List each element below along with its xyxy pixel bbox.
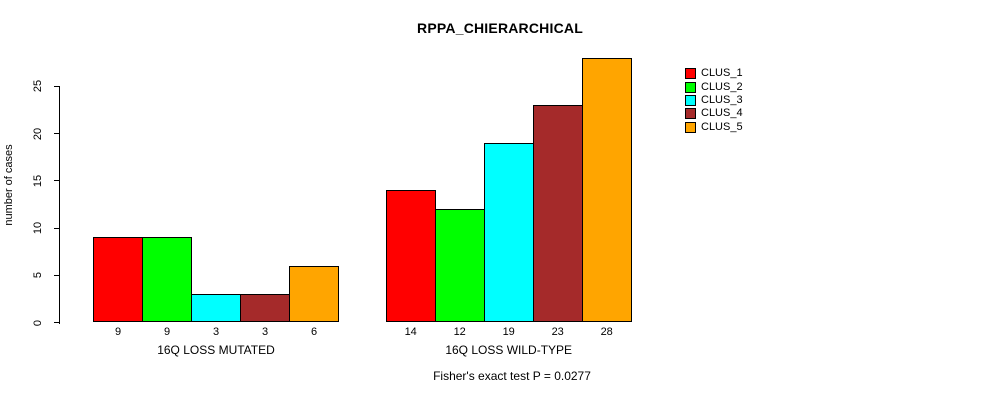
bar-value-label: 6 <box>310 326 318 338</box>
bar <box>385 190 436 323</box>
y-tick-label: 0 <box>32 319 44 326</box>
bar-value-label: 3 <box>261 326 269 338</box>
legend: CLUS_1 CLUS_2 CLUS_3 CLUS_4 CLUS_5 <box>685 67 743 134</box>
legend-swatch <box>685 81 696 93</box>
bar-value-label: 9 <box>163 326 171 338</box>
bar <box>191 294 241 323</box>
legend-label: CLUS_4 <box>701 107 743 120</box>
y-tick <box>54 227 59 229</box>
bar <box>289 265 339 323</box>
bar-value-label: 14 <box>404 326 417 338</box>
legend-swatch <box>685 68 696 80</box>
legend-item: CLUS_2 <box>685 80 743 93</box>
y-tick <box>54 85 59 87</box>
bar <box>532 105 583 323</box>
legend-label: CLUS_2 <box>701 80 743 93</box>
y-axis-title: number of cases <box>3 144 15 226</box>
group-label: 16Q LOSS MUTATED <box>157 343 275 357</box>
legend-label: CLUS_1 <box>701 67 743 80</box>
y-axis-line <box>59 86 60 324</box>
legend-item: CLUS_3 <box>685 94 743 107</box>
bar <box>483 142 534 323</box>
y-tick-label: 5 <box>32 272 44 279</box>
legend-item: CLUS_4 <box>685 107 743 120</box>
bar-value-label: 9 <box>114 326 122 338</box>
y-tick-label: 25 <box>32 80 44 93</box>
bar <box>581 57 632 323</box>
y-tick <box>54 180 59 182</box>
bar-value-label: 19 <box>502 326 515 338</box>
bar-value-label: 23 <box>551 326 564 338</box>
bar-value-label: 3 <box>212 326 220 338</box>
bar-value-label: 12 <box>453 326 466 338</box>
group-label: 16Q LOSS WILD-TYPE <box>445 343 573 357</box>
chart-title: RPPA_CHIERARCHICAL <box>417 20 583 36</box>
bar-value-label: 28 <box>600 326 613 338</box>
y-tick <box>54 322 59 323</box>
y-tick-label: 20 <box>32 127 44 140</box>
bar <box>240 294 290 323</box>
legend-label: CLUS_3 <box>701 93 743 106</box>
annotation-text: Fisher's exact test P = 0.0277 <box>433 369 591 383</box>
legend-swatch <box>685 121 696 133</box>
legend-item: CLUS_1 <box>685 67 743 80</box>
y-tick <box>54 274 59 276</box>
bar <box>93 237 143 323</box>
legend-label: CLUS_5 <box>701 120 743 133</box>
bar <box>434 209 485 323</box>
y-tick-label: 15 <box>32 174 44 187</box>
y-tick-label: 10 <box>32 221 44 235</box>
legend-item: CLUS_5 <box>685 121 743 134</box>
y-tick <box>54 133 59 134</box>
bar <box>142 237 192 323</box>
legend-swatch <box>685 108 696 120</box>
legend-swatch <box>685 94 696 106</box>
